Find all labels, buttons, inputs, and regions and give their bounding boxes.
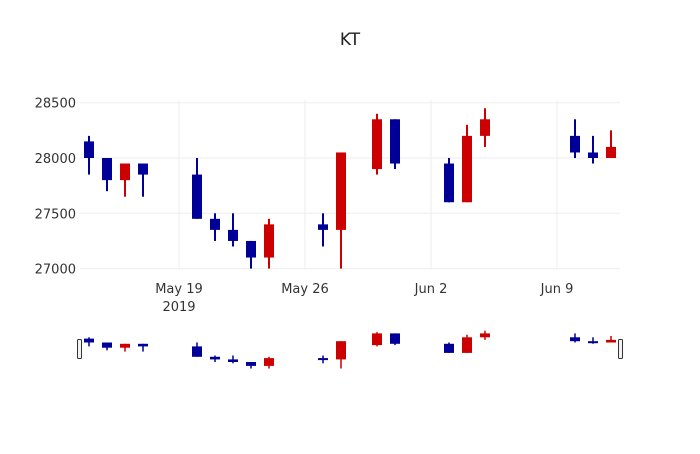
gridlines <box>80 100 620 270</box>
slider-candle <box>210 355 220 362</box>
candle-body <box>120 163 130 181</box>
candle-body <box>210 218 220 230</box>
y-tick-label: 28000 <box>35 152 76 167</box>
candle[interactable] <box>264 218 274 269</box>
y-axis: 27000 27500 28000 28500 <box>35 97 76 278</box>
candle-body <box>228 229 238 241</box>
candle-body <box>192 174 202 219</box>
candle[interactable] <box>192 158 202 219</box>
slider-candle <box>606 336 616 343</box>
candle[interactable] <box>570 119 580 158</box>
slider-candle <box>570 333 580 343</box>
candle-body <box>588 152 598 158</box>
candle-body <box>336 152 346 230</box>
x-tick-year: 2019 <box>162 300 195 315</box>
candle[interactable] <box>120 163 130 197</box>
candle[interactable] <box>480 108 490 147</box>
slider-candle <box>462 334 472 353</box>
range-slider[interactable] <box>77 330 623 369</box>
y-tick-label: 27500 <box>35 207 76 222</box>
candle-body <box>84 141 94 158</box>
slider-candle <box>480 330 490 340</box>
y-tick-label: 27000 <box>35 263 76 278</box>
candle[interactable] <box>390 119 400 170</box>
slider-candle <box>246 362 256 369</box>
x-tick-label: May 19 <box>155 282 203 297</box>
candle[interactable] <box>444 158 454 203</box>
candle[interactable] <box>102 158 112 192</box>
candle[interactable] <box>138 163 148 197</box>
candle-body <box>138 163 148 175</box>
slider-candle <box>336 341 346 369</box>
slider-candle <box>84 337 94 347</box>
x-tick-label: May 26 <box>281 282 329 297</box>
x-tick-label: Jun 9 <box>540 282 574 297</box>
slider-candle <box>264 356 274 369</box>
candle-body <box>570 135 580 153</box>
candle-body <box>444 163 454 203</box>
x-tick-label: Jun 2 <box>414 282 448 297</box>
slider-candle <box>192 342 202 357</box>
candle[interactable] <box>318 213 328 247</box>
candle[interactable] <box>462 124 472 203</box>
slider-candle <box>102 342 112 351</box>
candle[interactable] <box>228 213 238 247</box>
slider-candle <box>228 355 238 364</box>
slider-candle <box>318 355 328 364</box>
candle[interactable] <box>210 213 220 241</box>
candle-body <box>264 224 274 258</box>
candle[interactable] <box>246 240 256 269</box>
y-tick-label: 28500 <box>35 97 76 112</box>
candle-body <box>480 119 490 136</box>
candle[interactable] <box>606 130 616 158</box>
candle[interactable] <box>336 152 346 269</box>
candle-body <box>462 135 472 203</box>
x-axis: May 19 2019 May 26 Jun 2 Jun 9 <box>155 282 573 315</box>
candle-body <box>102 158 112 181</box>
candle[interactable] <box>372 113 382 175</box>
candle-body <box>372 119 382 170</box>
slider-candle <box>588 337 598 344</box>
slider-candle <box>138 343 148 352</box>
slider-candle <box>444 342 454 353</box>
candle-body <box>246 240 256 258</box>
range-slider-left-handle[interactable] <box>77 339 82 359</box>
candle-body <box>390 119 400 164</box>
candle-body <box>318 224 328 230</box>
chart-title: KT <box>339 30 361 50</box>
slider-candle <box>372 332 382 347</box>
candle[interactable] <box>84 135 94 175</box>
candle-body <box>606 146 616 158</box>
range-slider-right-handle[interactable] <box>618 339 623 359</box>
candle[interactable] <box>588 135 598 164</box>
slider-candle <box>390 333 400 346</box>
slider-candle <box>120 343 130 352</box>
candles[interactable] <box>84 108 616 269</box>
